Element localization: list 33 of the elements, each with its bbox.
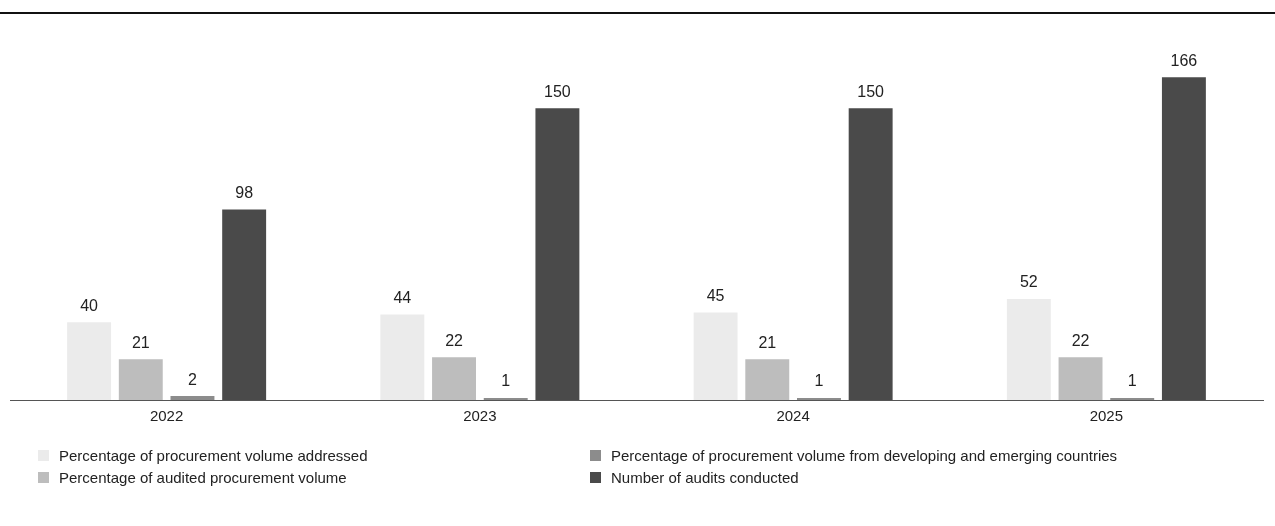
bar	[693, 312, 738, 400]
data-label: 21	[131, 333, 150, 351]
data-label: 45	[706, 286, 725, 304]
bar	[432, 357, 476, 400]
data-label: 98	[235, 183, 254, 201]
data-label: 166	[1170, 51, 1198, 69]
data-label: 22	[445, 331, 464, 349]
bar	[745, 359, 790, 400]
x-tick-label: 2022	[149, 407, 184, 425]
data-label: 1	[814, 372, 824, 390]
legend-label: Percentage of procurement volume addressed	[59, 446, 368, 464]
bar	[67, 322, 112, 400]
bar	[118, 359, 163, 400]
legend-label: Percentage of audited procurement volume	[59, 468, 347, 486]
bar	[1006, 298, 1051, 400]
data-label: 44	[393, 288, 412, 306]
legend-label: Number of audits conducted	[611, 468, 799, 486]
data-label: 1	[1127, 372, 1137, 390]
bar	[1058, 357, 1103, 400]
data-label: 22	[1071, 331, 1090, 349]
x-tick-label: 2024	[776, 407, 810, 425]
data-label: 52	[1019, 273, 1038, 291]
data-label: 40	[80, 296, 99, 314]
x-tick-label: 2025	[1089, 407, 1124, 425]
x-tick-label: 2023	[463, 407, 497, 425]
bar	[380, 314, 425, 400]
data-label: 1	[501, 372, 511, 390]
data-label: 150	[857, 82, 885, 100]
legend-label: Percentage of procurement volume from developing and emerging countries	[611, 446, 1118, 464]
data-label: 2	[188, 370, 198, 388]
bar	[170, 396, 215, 400]
data-label: 150	[544, 82, 571, 100]
data-label: 21	[758, 333, 777, 351]
